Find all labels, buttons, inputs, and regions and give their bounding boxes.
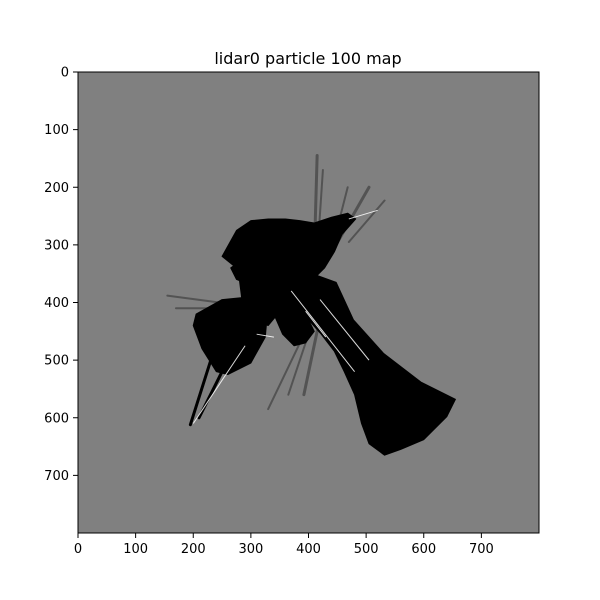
x-tick-label: 100	[123, 542, 148, 557]
free-space-line	[290, 290, 355, 372]
occupied-region	[274, 293, 315, 347]
y-tick-label: 500	[44, 354, 69, 369]
ray-streak	[287, 333, 310, 396]
free-space-line	[319, 299, 370, 361]
x-axis: 0 100 200 300 400 500 600 700	[74, 533, 494, 557]
x-tick-label: 500	[354, 542, 379, 557]
ray-streak	[267, 336, 304, 411]
y-axis: 0 100 200 300 400 500 600 700	[44, 66, 78, 484]
x-tick-label: 300	[238, 542, 263, 557]
free-space-line	[348, 209, 378, 220]
occupied-region	[293, 274, 456, 456]
free-space-line	[305, 310, 327, 338]
y-tick-label: 600	[44, 411, 69, 426]
free-space-line	[192, 345, 246, 424]
y-tick-label: 300	[44, 238, 69, 253]
free-space-line	[256, 333, 275, 338]
ray-streak	[166, 294, 221, 304]
x-tick-label: 0	[74, 542, 82, 557]
ray-streak	[347, 199, 386, 243]
y-tick-label: 400	[44, 296, 69, 311]
y-tick-label: 200	[44, 181, 69, 196]
occupied-region	[221, 212, 357, 280]
occupied-streak	[188, 341, 218, 427]
y-tick-label: 100	[44, 123, 69, 138]
x-tick-label: 600	[411, 542, 436, 557]
y-tick-label: 0	[61, 66, 69, 81]
x-tick-label: 700	[469, 542, 494, 557]
chart-title: lidar0 particle 100 map	[214, 49, 401, 68]
plot-area	[77, 71, 540, 534]
y-tick-label: 700	[44, 469, 69, 484]
ray-streak	[302, 329, 319, 397]
x-tick-label: 200	[181, 542, 206, 557]
x-tick-label: 400	[296, 542, 321, 557]
map-content	[166, 154, 456, 456]
